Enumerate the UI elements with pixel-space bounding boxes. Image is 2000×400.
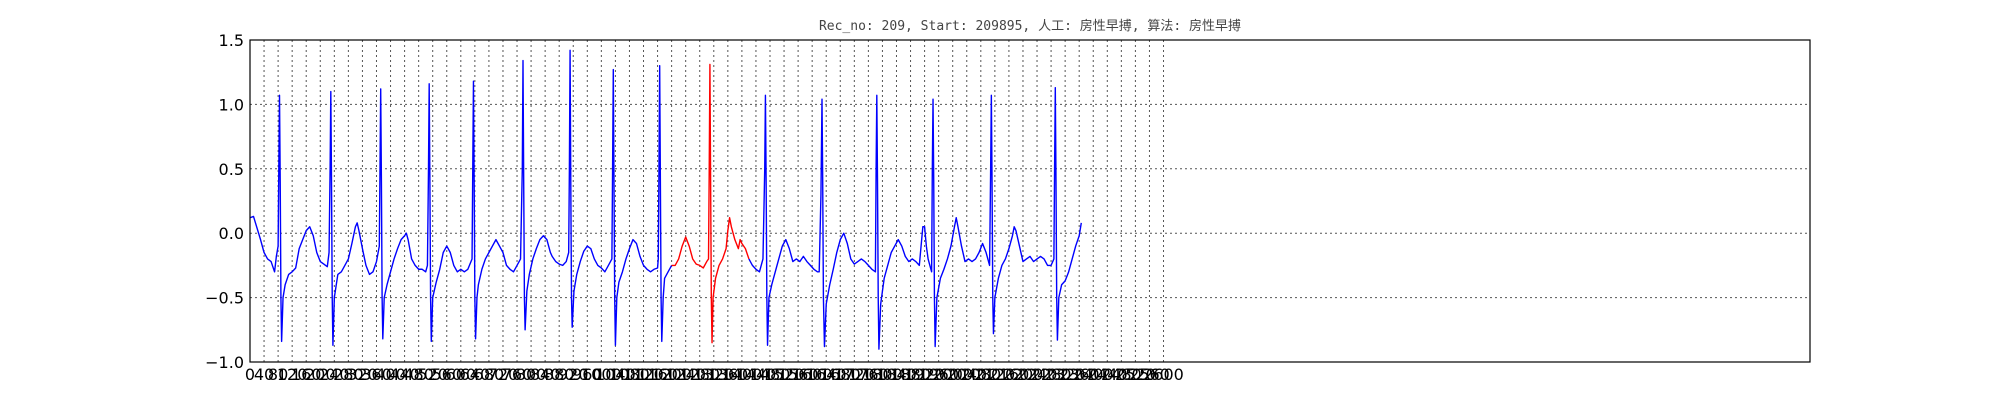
x-tick-label: 720 xyxy=(488,365,519,384)
x-tick-label: 0 xyxy=(245,365,255,384)
x-tick-label: 1200 xyxy=(651,365,692,384)
x-tick-label: 1120 xyxy=(623,365,664,384)
x-tick-label: 1720 xyxy=(834,365,875,384)
x-tick-label: 2200 xyxy=(1003,365,1044,384)
ecg-trace-segment xyxy=(249,49,673,346)
chart-title: Rec_no: 209, Start: 209895, 人工: 房性早搏, 算法… xyxy=(819,18,1241,34)
x-tick-label: 1600 xyxy=(792,365,833,384)
x-tick-label: 1480 xyxy=(750,365,791,384)
x-tick-label: 2080 xyxy=(960,365,1001,384)
x-tick-label: 40 xyxy=(254,365,274,384)
x-tick-label: 640 xyxy=(460,365,491,384)
series-layer xyxy=(249,49,1082,350)
x-tick-label: 120 xyxy=(277,365,308,384)
x-tick-label: 1360 xyxy=(707,365,748,384)
x-tick-label: 760 xyxy=(502,365,533,384)
x-tick-label: 960 xyxy=(572,365,603,384)
x-tick-label: 2600 xyxy=(1143,365,1184,384)
x-tick-label: 2400 xyxy=(1073,365,1114,384)
x-tick-label: 2120 xyxy=(975,365,1016,384)
x-tick-label: 160 xyxy=(291,365,322,384)
x-tick-label: 2280 xyxy=(1031,365,1072,384)
x-tick-label: 880 xyxy=(544,365,575,384)
x-tick-label: 1880 xyxy=(890,365,931,384)
x-tick-label: 600 xyxy=(446,365,477,384)
x-tick-label: 1400 xyxy=(722,365,763,384)
x-tick-label: 280 xyxy=(333,365,364,384)
grid-layer xyxy=(249,39,1810,363)
x-tick-label: 1960 xyxy=(918,365,959,384)
x-tick-label: 1080 xyxy=(609,365,650,384)
x-tick-label: 200 xyxy=(305,365,336,384)
x-tick-label: 80 xyxy=(268,365,288,384)
x-tick-label: 440 xyxy=(389,365,420,384)
y-tick-label: 0.5 xyxy=(219,160,244,179)
x-tick-label: 2040 xyxy=(946,365,987,384)
x-tick-label: 560 xyxy=(431,365,462,384)
x-tick-label: 840 xyxy=(530,365,561,384)
x-tick-label: 1040 xyxy=(595,365,636,384)
x-tick-label: 1920 xyxy=(904,365,945,384)
x-tick-label: 360 xyxy=(361,365,392,384)
x-tick-label: 240 xyxy=(319,365,350,384)
x-tick-label: 2000 xyxy=(932,365,973,384)
x-tick-label: 1760 xyxy=(848,365,889,384)
x-tick-label: 1280 xyxy=(679,365,720,384)
x-tick-label: 1440 xyxy=(736,365,777,384)
x-tick-label: 2160 xyxy=(989,365,1030,384)
x-tick-label: 1520 xyxy=(764,365,805,384)
x-tick-label: 2480 xyxy=(1101,365,1142,384)
x-tick-label: 920 xyxy=(558,365,589,384)
x-tick-label: 2240 xyxy=(1017,365,1058,384)
x-tick-label: 400 xyxy=(375,365,406,384)
x-tick-label: 800 xyxy=(516,365,547,384)
x-tick-label: 1240 xyxy=(665,365,706,384)
x-tick-label: 2360 xyxy=(1059,365,1100,384)
y-tick-label: −1.0 xyxy=(205,353,244,372)
y-tick-label: 1.5 xyxy=(219,31,244,50)
x-tick-label: 1800 xyxy=(862,365,903,384)
y-tick-label: 0.0 xyxy=(219,224,244,243)
x-tick-label: 1160 xyxy=(637,365,678,384)
x-tick-label: 2320 xyxy=(1045,365,1086,384)
x-tick-label: 480 xyxy=(403,365,434,384)
ecg-trace-segment xyxy=(748,86,1082,350)
plot-area-frame xyxy=(249,39,1811,363)
x-tick-label: 1320 xyxy=(693,365,734,384)
x-tick-label: 520 xyxy=(417,365,448,384)
x-tick-label: 1680 xyxy=(820,365,861,384)
x-tick-label: 2520 xyxy=(1115,365,1156,384)
x-tick-label: 680 xyxy=(474,365,505,384)
x-tick-label: 320 xyxy=(347,365,378,384)
x-tick-label: 1560 xyxy=(778,365,819,384)
ecg-trace-segment xyxy=(671,63,750,344)
tick-layer: 0408012016020024028032036040044048052056… xyxy=(205,31,1184,384)
x-tick-label: 2560 xyxy=(1129,365,1170,384)
x-tick-label: 2440 xyxy=(1087,365,1128,384)
y-tick-label: −0.5 xyxy=(205,289,244,308)
x-tick-label: 1640 xyxy=(806,365,847,384)
y-tick-label: 1.0 xyxy=(219,95,244,114)
x-tick-label: 1840 xyxy=(876,365,917,384)
x-tick-label: 1000 xyxy=(581,365,622,384)
